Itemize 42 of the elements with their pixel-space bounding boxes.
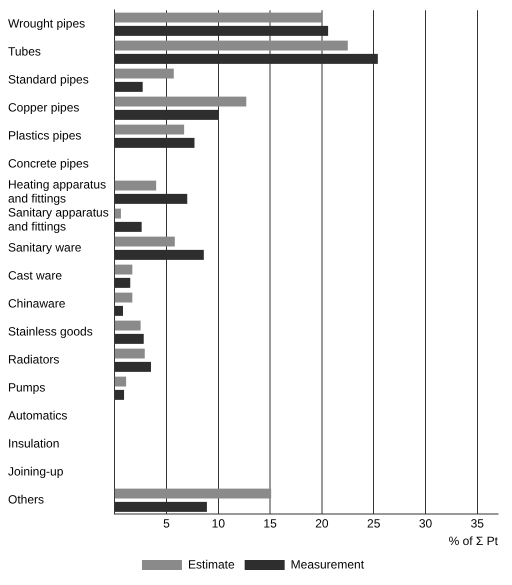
x-tick-label: 15 (263, 516, 278, 531)
x-tick-label: 20 (315, 516, 329, 531)
y-tick-label: Tubes (8, 44, 41, 59)
bar (114, 320, 141, 331)
y-tick-label: Joining-up (8, 464, 64, 479)
x-tick-label: 10 (212, 516, 226, 531)
y-tick-label: Wrought pipes (8, 16, 86, 31)
bar (114, 208, 121, 219)
y-tick-label: Automatics (8, 408, 68, 423)
legend-label: Estimate (188, 557, 235, 572)
x-axis-title: % of Σ Pt (448, 534, 499, 548)
y-tick-label: Pumps (8, 380, 46, 395)
y-tick-label: Cast ware (8, 268, 62, 283)
y-tick-label: Others (8, 492, 44, 507)
x-tick-label: 30 (418, 516, 432, 531)
bar (114, 96, 246, 107)
x-tick-label: 5 (163, 516, 170, 531)
y-tick-label: Insulation (8, 436, 60, 451)
y-tick-label: Concrete pipes (8, 156, 89, 171)
y-tick-label: Sanitary apparatus and fittings (8, 205, 109, 234)
y-tick-label: Standard pipes (8, 72, 89, 87)
bar (114, 12, 322, 23)
y-tick-label: Sanitary ware (8, 240, 82, 255)
bar (114, 40, 348, 51)
y-tick-label: Stainless goods (8, 324, 93, 339)
y-tick-label: Plastics pipes (8, 128, 82, 143)
bar (114, 264, 132, 275)
bar (114, 68, 174, 79)
bar (114, 236, 175, 247)
y-tick-label: Radiators (8, 352, 60, 367)
x-tick-label: 25 (367, 516, 381, 531)
bar (114, 292, 132, 303)
y-tick-label: Heating apparatus and fittings (8, 177, 106, 206)
legend-label: Measurement (290, 557, 365, 572)
y-tick-label: Copper pipes (8, 100, 80, 115)
bar (114, 180, 156, 191)
bar (114, 488, 272, 499)
y-tick-label: Chinaware (8, 296, 66, 311)
bar (114, 348, 145, 359)
bar (114, 124, 184, 135)
x-tick-label: 35 (470, 516, 484, 531)
bar (114, 376, 126, 387)
